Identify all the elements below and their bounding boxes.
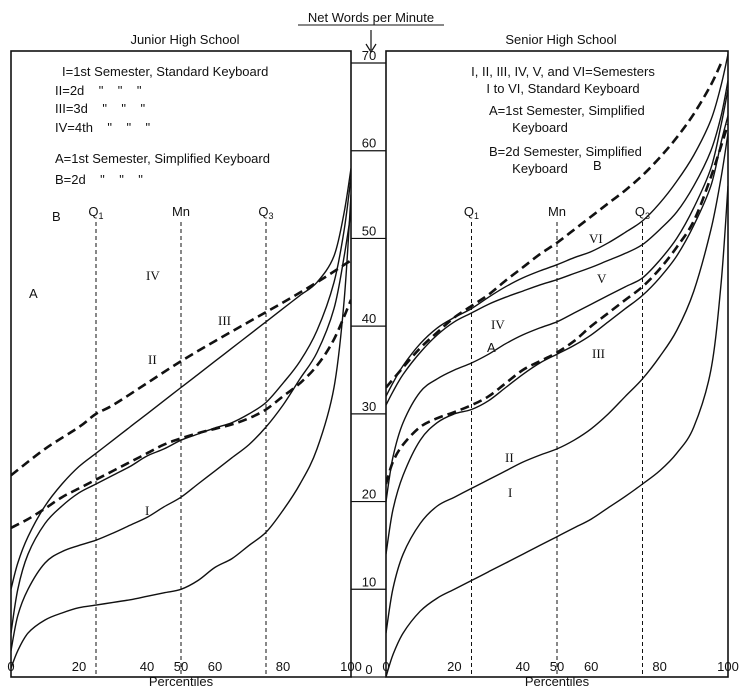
right-x-tick-label-100: 100 bbox=[717, 659, 739, 674]
center-axis-arrow bbox=[365, 30, 377, 54]
right-reference-lines: Q1 Mn Q3 bbox=[464, 204, 650, 677]
right-legend-line-4: Keyboard bbox=[512, 120, 568, 135]
right-label-i: I bbox=[508, 485, 512, 500]
left-legend-line-1: I=1st Semester, Standard Keyboard bbox=[62, 64, 268, 79]
y-tick-label-40: 40 bbox=[362, 311, 376, 326]
y-tick-label-60: 60 bbox=[362, 136, 376, 151]
right-x-axis-label: Percentiles bbox=[525, 674, 590, 689]
center-axis-title: Net Words per Minute bbox=[308, 10, 434, 25]
left-label-i: I bbox=[145, 503, 149, 518]
center-y-axis: 0 10 20 30 40 50 60 70 bbox=[351, 48, 386, 678]
right-panel-frame bbox=[385, 50, 729, 678]
left-x-tick-label-40: 40 bbox=[140, 659, 154, 674]
right-legend-line-5: B=2d Semester, Simplified bbox=[489, 144, 642, 159]
left-legend-line-5: A=1st Semester, Simplified Keyboard bbox=[55, 151, 270, 166]
left-panel-title: Junior High School bbox=[130, 32, 239, 47]
right-x-tick-label-0: 0 bbox=[382, 659, 389, 674]
right-legend-line-1: I, II, III, IV, V, and VI=Semesters bbox=[471, 64, 655, 79]
right-series-iv-line bbox=[386, 89, 728, 502]
left-label-ii: II bbox=[148, 352, 157, 367]
left-series-ii-line bbox=[11, 211, 351, 651]
right-curve-labels: A B I II III IV V VI bbox=[487, 158, 607, 500]
right-series-vi-line bbox=[386, 54, 728, 397]
right-label-ii: II bbox=[505, 450, 514, 465]
right-ref-label-mn: Mn bbox=[548, 204, 566, 219]
left-x-tick-label-80: 80 bbox=[276, 659, 290, 674]
left-ref-label-q3: Q3 bbox=[258, 204, 273, 221]
left-label-a: A bbox=[29, 286, 38, 301]
right-label-vi: VI bbox=[589, 231, 603, 246]
left-x-tick-label-60: 60 bbox=[208, 659, 222, 674]
y-tick-label-70: 70 bbox=[362, 48, 376, 63]
y-tick-label-30: 30 bbox=[362, 399, 376, 414]
right-series-lines bbox=[386, 54, 728, 677]
left-series-lines bbox=[11, 168, 351, 669]
right-label-b: B bbox=[593, 158, 602, 173]
right-x-tick-label-20: 20 bbox=[447, 659, 461, 674]
left-ref-label-mn: Mn bbox=[172, 204, 190, 219]
right-series-b-line bbox=[386, 62, 723, 389]
right-label-a: A bbox=[487, 340, 496, 355]
right-series-i-line bbox=[386, 185, 728, 677]
left-legend-line-3: III=3d " " " bbox=[55, 101, 145, 116]
left-x-axis-label: Percentiles bbox=[149, 674, 214, 689]
left-x-tick-label-100: 100 bbox=[340, 659, 362, 674]
right-panel-title: Senior High School bbox=[505, 32, 616, 47]
right-x-tick-label-80: 80 bbox=[652, 659, 666, 674]
left-legend: I=1st Semester, Standard Keyboard II=2d … bbox=[55, 64, 270, 187]
right-legend-line-6: Keyboard bbox=[512, 161, 568, 176]
y-tick-label-0: 0 bbox=[365, 662, 372, 677]
left-legend-line-6: B=2d " " " bbox=[55, 172, 143, 187]
right-legend: I, II, III, IV, V, and VI=Semesters I to… bbox=[471, 64, 655, 176]
right-series-ii-line bbox=[386, 133, 728, 634]
right-ref-label-q3: Q3 bbox=[635, 204, 650, 221]
left-series-i-line bbox=[11, 194, 351, 669]
y-tick-label-50: 50 bbox=[362, 223, 376, 238]
right-label-iii: III bbox=[592, 346, 605, 361]
left-curve-labels: A B I II III IV bbox=[29, 209, 231, 518]
left-legend-line-2: II=2d " " " bbox=[55, 83, 142, 98]
right-x-tick-label-60: 60 bbox=[584, 659, 598, 674]
left-reference-lines: Q1 Mn Q3 bbox=[88, 204, 274, 677]
right-ref-label-q1: Q1 bbox=[464, 204, 479, 221]
left-series-b-line bbox=[11, 259, 351, 477]
left-label-iii: III bbox=[218, 313, 231, 328]
left-label-b: B bbox=[52, 209, 61, 224]
y-tick-label-20: 20 bbox=[362, 487, 376, 502]
right-series-iii-line bbox=[386, 115, 728, 555]
left-ref-label-q1: Q1 bbox=[88, 204, 103, 221]
y-tick-label-10: 10 bbox=[362, 574, 376, 589]
right-legend-line-2: I to VI, Standard Keyboard bbox=[486, 81, 639, 96]
right-label-iv: IV bbox=[491, 317, 505, 332]
right-x-tick-label-40: 40 bbox=[516, 659, 530, 674]
left-series-iv-line bbox=[11, 168, 351, 590]
left-x-tick-labels: 0 20 40 50 60 80 100 bbox=[7, 659, 361, 674]
left-series-iii-line bbox=[11, 176, 351, 634]
right-x-tick-labels: 0 20 40 50 60 80 100 bbox=[382, 659, 738, 674]
right-series-a-line bbox=[386, 123, 728, 485]
left-legend-line-4: IV=4th " " " bbox=[55, 120, 151, 135]
left-panel-frame bbox=[10, 50, 352, 678]
right-legend-line-3: A=1st Semester, Simplified bbox=[489, 103, 645, 118]
right-label-v: V bbox=[597, 271, 607, 286]
right-series-v-line bbox=[386, 80, 728, 406]
left-label-iv: IV bbox=[146, 268, 160, 283]
left-x-tick-label-20: 20 bbox=[72, 659, 86, 674]
